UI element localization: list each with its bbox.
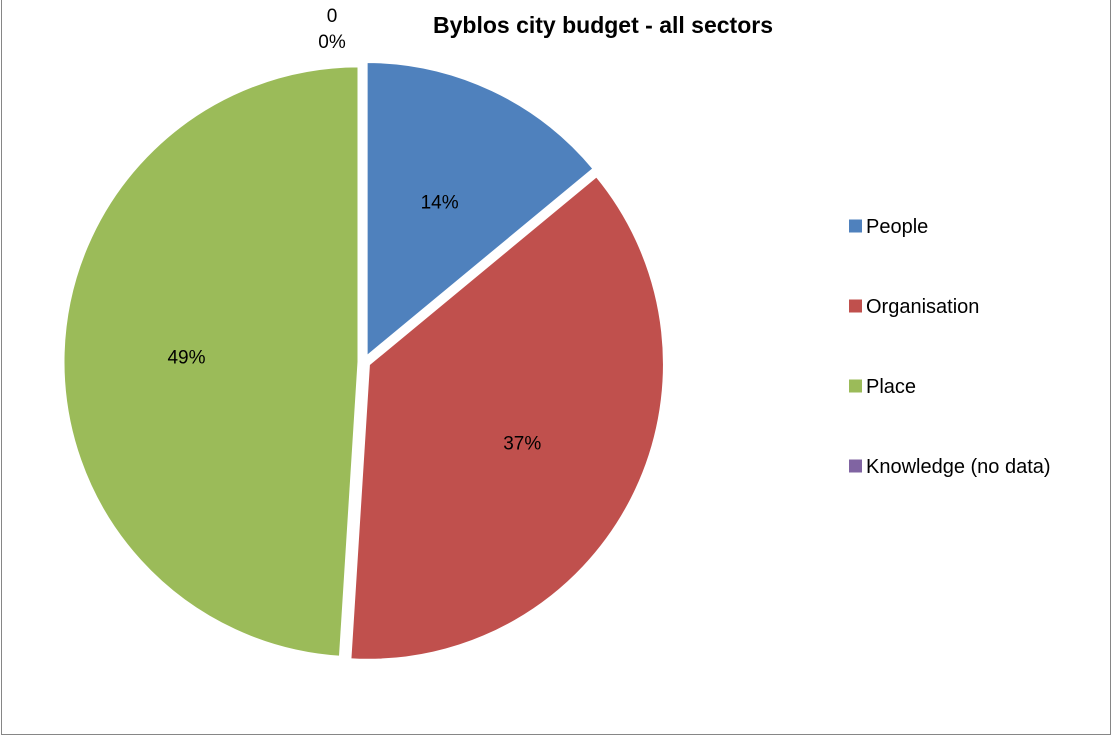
- pie-slices: [61, 59, 666, 662]
- legend-label-organisation: Organisation: [866, 296, 979, 318]
- legend-swatch-knowledge-no-data: [849, 459, 862, 473]
- data-label-place: 49%: [167, 347, 205, 368]
- pie-slice-organisation: [348, 173, 666, 662]
- data-label-organisation: 37%: [503, 434, 541, 455]
- legend-label-people: People: [866, 216, 928, 238]
- data-label-knowledge-no-data: 0%: [318, 32, 346, 53]
- pie-slice-people: [364, 59, 597, 361]
- pie-slice-place: [61, 64, 361, 659]
- legend-swatch-organisation: [849, 299, 862, 313]
- legend-swatch-place: [849, 379, 862, 393]
- chart-title: Byblos city budget - all sectors: [433, 12, 773, 38]
- data-labels: 14% 37% 49% 0 0%: [167, 6, 541, 455]
- legend-label-place: Place: [866, 376, 916, 398]
- legend-swatch-people: [849, 219, 862, 233]
- data-label-people: 14%: [421, 192, 459, 213]
- data-label-value-knowledge-no-data: 0: [327, 6, 338, 27]
- legend-label-knowledge-no-data: Knowledge (no data): [866, 456, 1051, 478]
- legend: People Organisation Place Knowledge (no dat…: [849, 216, 1051, 478]
